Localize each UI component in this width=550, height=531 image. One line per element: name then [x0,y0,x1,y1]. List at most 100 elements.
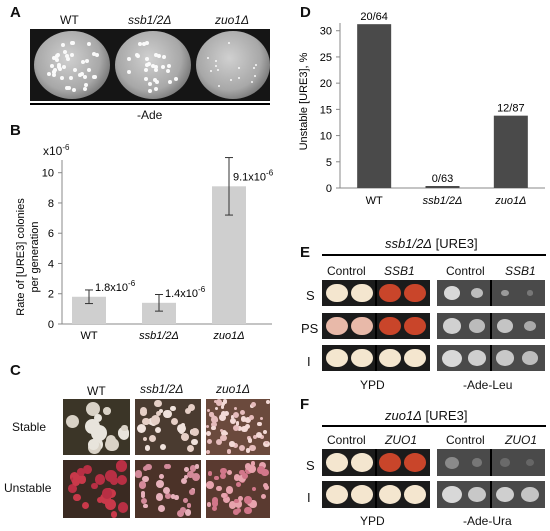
colony [77,468,85,476]
colony [94,414,103,423]
colony [220,401,225,406]
yeast-spot [526,459,534,466]
colony [244,416,252,424]
colony-dot [135,53,140,58]
chart-d-ytick-label: 15 [320,104,332,116]
panel-a-letter: A [10,4,21,21]
colony [110,511,118,518]
colony [206,438,213,445]
chart-b-ylabel-line2: per generation [29,222,41,293]
colony-dot [152,77,157,82]
colony [226,449,232,454]
colony [103,407,111,415]
colony-photo-wt-stable [63,399,130,455]
colony [244,423,251,430]
panel-d-letter: D [300,4,311,21]
colony [252,435,257,439]
chart-b-scale: x10-6 [43,143,69,158]
e-media-ypd: YPD [360,378,385,392]
colony-photo-zuo-stable [206,399,270,455]
spot-divider [375,280,377,306]
colony [225,486,234,494]
colony [264,441,268,445]
colony [247,436,251,440]
colony [121,424,128,431]
spot-divider [490,449,492,476]
chart-b-value-label: 9.1x10-6 [233,168,274,183]
e-ypd-row-ps [322,313,430,339]
colony [183,475,188,480]
yeast-spot [469,319,485,333]
yeast-spot [444,286,460,300]
colony-dot [84,58,89,63]
colony-dot [52,68,57,73]
yeast-spot [496,350,514,366]
chart-d-ytick-label: 20 [320,78,332,90]
colony [160,443,167,450]
panel-f-title-rule [322,425,546,427]
colony-dot [148,89,153,94]
yeast-spot [404,453,426,472]
colony-dot [252,66,255,69]
colony-dot [69,53,74,58]
colony [105,499,116,511]
colony [190,428,199,437]
e-col-control-ypd: Control [327,264,366,278]
colony [236,422,240,426]
colony-dot [143,77,148,82]
colony [142,476,149,483]
yeast-spot [326,283,348,303]
colony [257,421,262,427]
colony [261,469,269,477]
colony-dot [144,41,149,46]
colony [226,470,232,476]
colony [244,463,252,470]
spot-divider [375,481,377,508]
colony [189,464,197,472]
colony [247,438,253,443]
yeast-spot [497,319,513,333]
chart-d-value-label: 20/64 [360,11,388,23]
colony [159,474,165,480]
colony [186,503,192,508]
colony [194,464,200,469]
colony [239,469,245,476]
yeast-spot [351,453,373,472]
colony [211,506,217,512]
colony [164,463,170,469]
chart-d-value-label: 12/87 [497,103,525,115]
chart-b-value-base: 1.4x10 [165,288,198,300]
e-col-control-ade: Control [446,264,485,278]
chart-d-ytick-label: 30 [320,26,332,38]
colony [77,475,86,484]
colony [222,399,228,404]
colony [220,411,226,417]
f-ypd-row-i [322,481,430,508]
colony-dot [92,75,97,80]
colony [191,438,198,446]
colony-dot [60,43,65,48]
yeast-spot [379,283,401,303]
colony [238,495,244,501]
yeast-spot [326,485,348,504]
chart-d-ytick-label: 5 [326,157,332,169]
colony [230,415,235,419]
f-media-ypd: YPD [360,514,385,528]
colony-dot [143,68,148,73]
colony-dot [55,58,60,63]
colony-dot [52,72,57,77]
yeast-spot [351,283,373,303]
chart-d-bar [425,186,460,188]
spot-divider [490,481,492,508]
yeast-spot [326,316,348,336]
colony [263,441,270,448]
medium-underline [30,103,270,105]
colony [192,473,201,482]
chart-d-ytick-label: 0 [326,183,332,195]
colony [73,474,80,481]
chart-b-scale-exp: -6 [62,143,70,152]
yeast-spot [351,316,373,336]
colony-dot [47,72,52,77]
colony [250,461,256,467]
colony [240,416,246,422]
